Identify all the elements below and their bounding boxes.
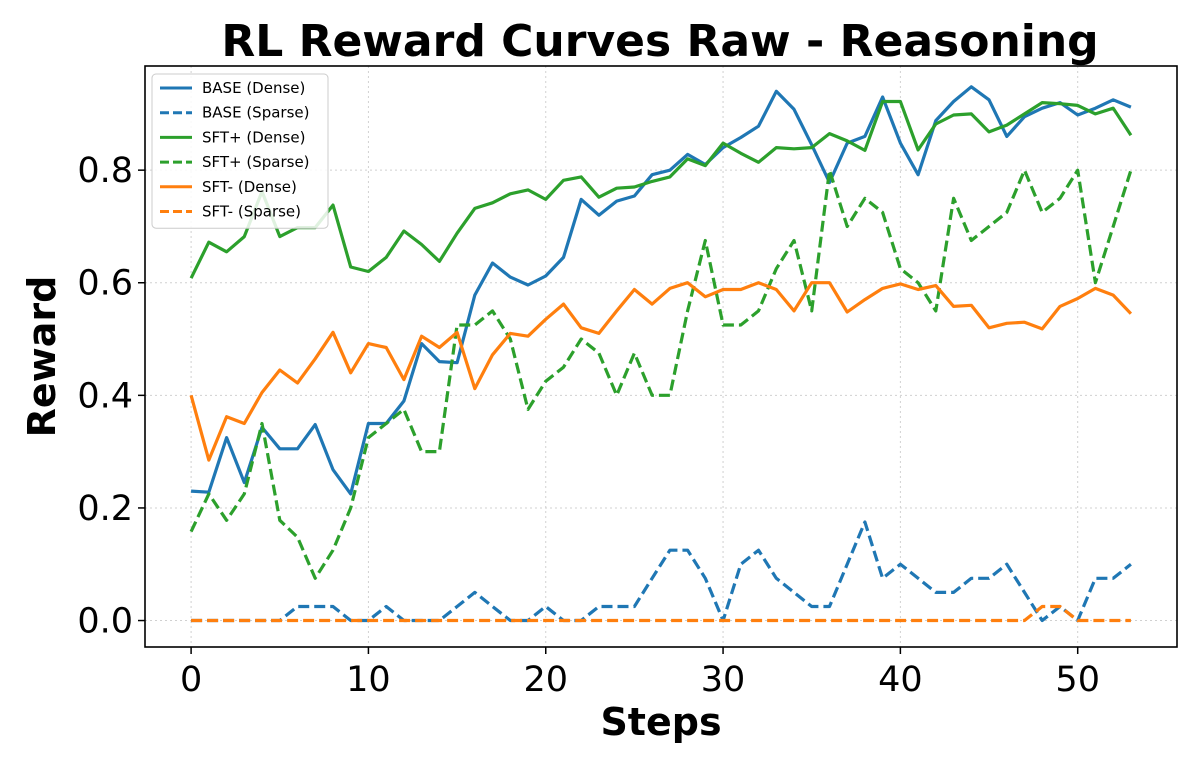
y-tick-label: 0.6 xyxy=(77,264,133,304)
y-tick-label: 0.4 xyxy=(77,376,133,416)
x-tick-label: 0 xyxy=(180,660,202,700)
legend-label: SFT- (Sparse) xyxy=(202,203,301,221)
x-tick-label: 10 xyxy=(346,660,391,700)
chart-title: RL Reward Curves Raw - Reasoning xyxy=(221,16,1098,67)
legend-label: SFT+ (Sparse) xyxy=(202,153,310,171)
legend: BASE (Dense) BASE (Sparse) SFT+ (Dense) SFT… xyxy=(151,73,329,229)
y-tick-label: 0.8 xyxy=(77,151,133,191)
series-lines xyxy=(189,85,1133,623)
y-tick-label: 0.2 xyxy=(77,489,133,529)
series-line-sft-dense xyxy=(189,281,1133,462)
series-line-base-sparse xyxy=(191,520,1132,623)
series-line-sft-dense xyxy=(189,99,1133,279)
series-line-sft-sparse xyxy=(191,604,1131,623)
y-tick-label: 0.0 xyxy=(77,602,133,642)
x-tick-label: 20 xyxy=(523,660,568,700)
legend-label: SFT+ (Dense) xyxy=(202,128,305,146)
x-tick-label: 50 xyxy=(1055,660,1100,700)
y-axis-label: Reward xyxy=(20,276,64,438)
axes-frame xyxy=(144,65,1178,648)
legend-label: BASE (Sparse) xyxy=(202,104,309,122)
legend-box xyxy=(151,73,329,229)
legend-label: BASE (Dense) xyxy=(202,79,305,97)
series-line-sft-sparse xyxy=(189,168,1133,580)
x-axis-label: Steps xyxy=(600,700,721,744)
x-tick-label: 30 xyxy=(701,660,746,700)
legend-label: SFT- (Dense) xyxy=(202,178,297,196)
series-line-base-dense xyxy=(191,85,1132,496)
ticks: 0 10 20 30 40 50 0.0 0.2 0.4 0.6 0.8 xyxy=(77,151,1100,700)
x-tick-label: 40 xyxy=(878,660,923,700)
